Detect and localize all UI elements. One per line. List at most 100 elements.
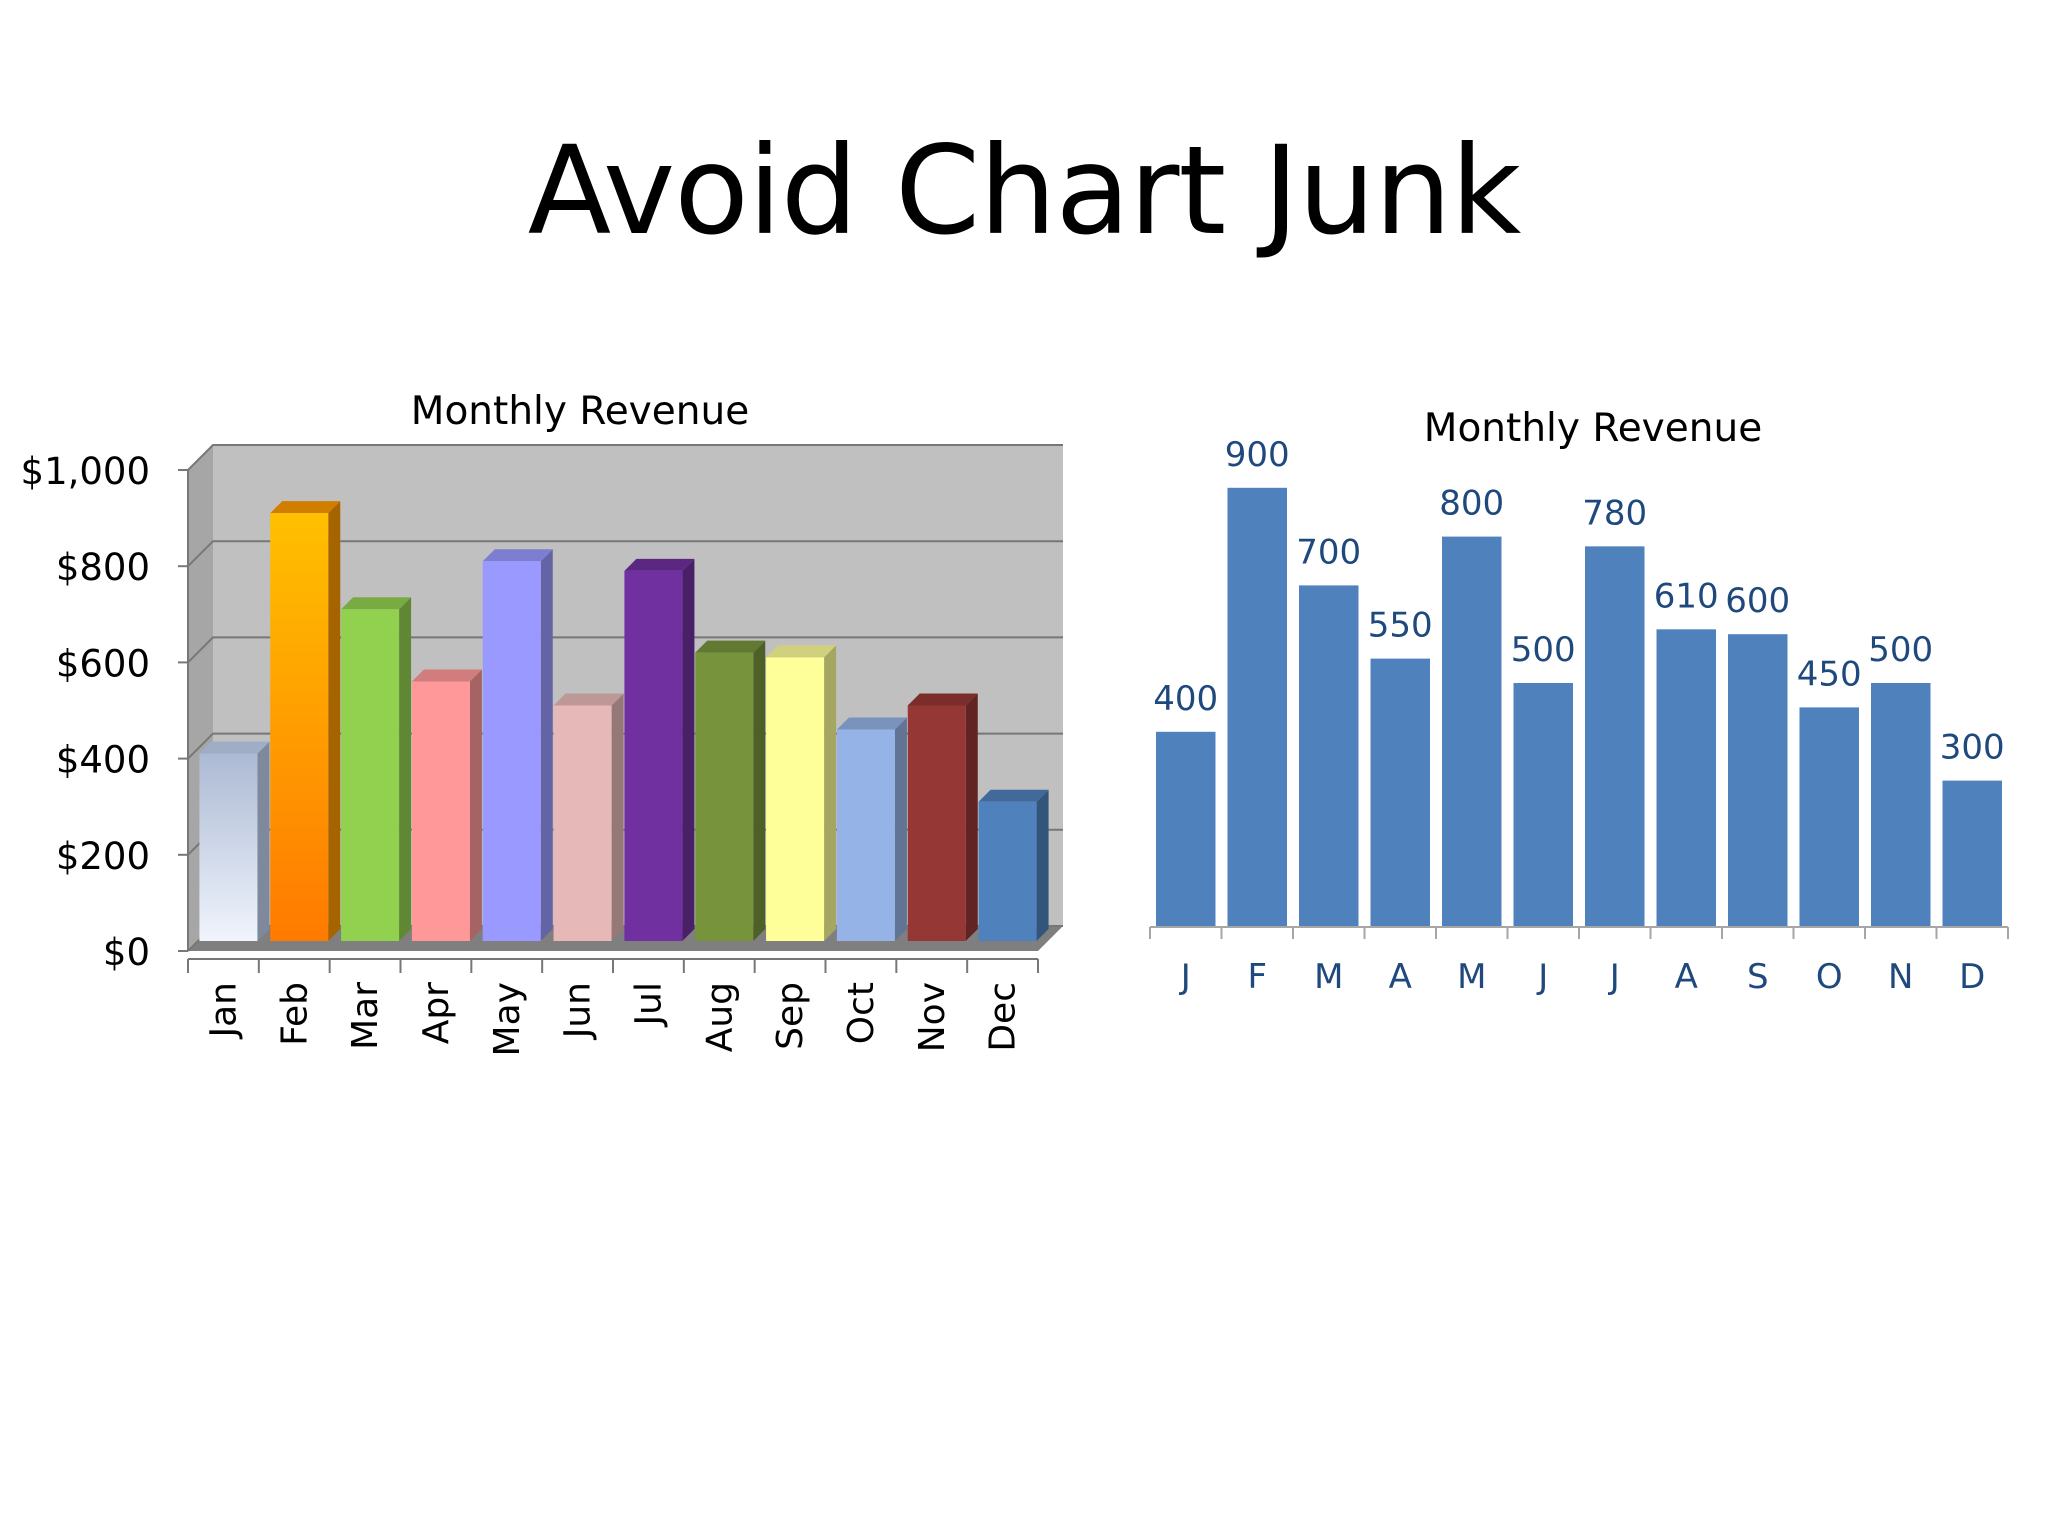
chart-3d-bar — [624, 558, 695, 941]
chart-3d-x-tick-label: Oct — [841, 982, 882, 1044]
chart-clean-bars — [1156, 487, 2002, 927]
chart-3d-bars — [199, 501, 1049, 941]
chart-3d-bar-side — [469, 669, 482, 941]
chart-clean-x-tick-label: J — [1608, 957, 1620, 997]
chart-clean-bar — [1942, 780, 2002, 927]
chart-3d-bar — [907, 693, 978, 941]
chart-3d-y-tick-label: $200 — [56, 835, 150, 878]
chart-3d-y-tick-label: $400 — [56, 739, 150, 782]
chart-clean-data-label: 500 — [1511, 630, 1576, 670]
chart-3d-bar-front — [766, 657, 825, 941]
chart-3d-bar — [766, 645, 837, 941]
chart-clean-x-tick-label: M — [1314, 957, 1343, 997]
chart-3d-bar-side — [682, 558, 695, 941]
chart-3d-x-tick-label: Dec — [983, 982, 1024, 1052]
chart-clean-data-label: 780 — [1582, 493, 1647, 533]
chart-3d-gridline — [187, 444, 1063, 471]
chart-3d-bar-front — [836, 729, 895, 941]
chart-3d-bar-top — [199, 741, 270, 754]
chart-3d-bar-front — [907, 705, 966, 941]
chart-3d-x-tick-label: May — [487, 982, 528, 1056]
chart-3d-bar — [978, 789, 1049, 941]
chart-clean-bar — [1156, 731, 1216, 927]
chart-clean-data-label: 600 — [1725, 581, 1790, 621]
chart-3d-bar-front — [695, 652, 754, 941]
chart-3d-y-tick-label: $600 — [56, 642, 150, 685]
chart-3d-bar-top — [482, 549, 553, 562]
chart-clean-bar — [1728, 634, 1788, 927]
chart-3d-bar-side — [1036, 789, 1049, 941]
chart-clean-bar — [1656, 629, 1716, 927]
chart-3d-x-tick-label: Nov — [912, 982, 953, 1052]
chart-3d-x-tick-label: Jan — [203, 982, 244, 1040]
chart-3d-bar-side — [257, 741, 270, 941]
chart-3d-gridline — [187, 636, 1063, 664]
chart-clean-data-label: 800 — [1439, 484, 1504, 524]
chart-3d-bar-front — [411, 681, 470, 941]
chart-3d-bar-front — [199, 753, 258, 941]
chart-3d-bar-front — [482, 561, 541, 941]
chart-clean-x-tick-label: J — [1179, 957, 1191, 997]
chart-clean-x-tick-label: A — [1675, 957, 1698, 997]
chart-3d-bar-side — [328, 501, 341, 941]
chart-3d-y-tick-label: $0 — [103, 931, 150, 974]
chart-3d-x-tick-label: Feb — [274, 982, 315, 1046]
chart-3d-bar-side — [611, 693, 624, 941]
chart-3d-bar-top — [411, 669, 482, 682]
chart-clean-data-label: 550 — [1368, 606, 1433, 646]
chart-3d-bar-top — [270, 501, 341, 514]
chart-3d-y-axis: $0 $200 $400 $600 $800 $1,000 — [21, 450, 189, 974]
chart-clean-bar — [1227, 487, 1287, 927]
chart-clean-data-label: 500 — [1868, 630, 1933, 670]
chart-3d-bar-top — [766, 645, 837, 658]
chart-3d-bar — [553, 693, 624, 941]
chart-3d-bar-front — [270, 513, 329, 941]
chart-clean-bar — [1299, 585, 1359, 927]
chart-3d-bar-front — [624, 570, 683, 941]
chart-3d-x-tick-label: Aug — [699, 982, 740, 1052]
chart-3d-bar-top — [978, 789, 1049, 802]
chart-3d-title: Monthly Revenue — [411, 389, 749, 434]
chart-clean-data-label: 900 — [1225, 435, 1290, 475]
chart-3d-bar-side — [753, 640, 766, 941]
chart-3d-y-tick-label: $1,000 — [21, 450, 150, 493]
chart-3d-bar — [199, 741, 270, 941]
chart-3d-bar-top — [341, 597, 412, 610]
chart-3d-bar — [411, 669, 482, 941]
chart-3d-bar — [482, 549, 553, 941]
chart-clean-data-label: 400 — [1153, 679, 1218, 719]
chart-clean-data-label: 610 — [1654, 576, 1719, 616]
chart-3d-bar-front — [341, 609, 400, 941]
chart-3d-x-tick-label: Apr — [416, 982, 457, 1044]
chart-3d-bar-top — [836, 717, 907, 730]
chart-3d-gridline — [187, 540, 1063, 567]
chart-3d-x-tick-label: Jun — [558, 982, 599, 1040]
chart-3d-bar-side — [894, 717, 907, 941]
chart-clean-data-label: 450 — [1797, 654, 1862, 694]
chart-clean-bar — [1799, 707, 1859, 927]
chart-3d-bar-side — [399, 597, 412, 941]
chart-clean-title: Monthly Revenue — [1424, 406, 1762, 451]
slide-title: Avoid Chart Junk — [527, 120, 1522, 262]
chart-clean-x-tick-label: M — [1457, 957, 1486, 997]
chart-clean-bar — [1585, 546, 1645, 927]
chart-clean-x-tick-label: J — [1536, 957, 1548, 997]
chart-3d-bar — [836, 717, 907, 941]
chart-3d-bar — [341, 597, 412, 941]
chart-clean-bar — [1370, 658, 1430, 927]
chart-3d-bar-top — [907, 693, 978, 706]
chart-3d-bar — [695, 640, 766, 941]
chart-clean-data-label: 700 — [1296, 532, 1361, 572]
chart-clean-x-tick-label: O — [1816, 957, 1843, 997]
chart-3d-x-axis: Jan Feb Mar Apr May Jun Jul Aug Sep Oct Nov Dec — [187, 958, 1039, 1056]
chart-3d-bar-front — [978, 801, 1037, 941]
chart-clean-x-tick-label: F — [1247, 957, 1267, 997]
chart-clean-x-tick-label: S — [1747, 957, 1769, 997]
chart-clean-x-tick-label: N — [1888, 957, 1913, 997]
chart-3d-bar-top — [624, 558, 695, 571]
chart-3d-x-tick-label: Jul — [628, 982, 669, 1027]
chart-clean-bar — [1871, 683, 1931, 927]
chart-3d-y-tick-label: $800 — [56, 546, 150, 589]
